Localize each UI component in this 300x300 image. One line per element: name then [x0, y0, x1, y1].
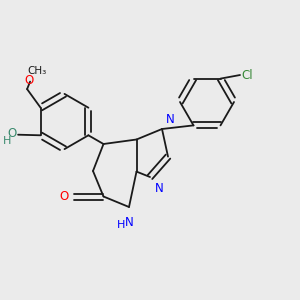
Text: CH₃: CH₃ — [27, 67, 46, 76]
Text: Cl: Cl — [242, 68, 253, 82]
Text: H: H — [3, 136, 11, 146]
Text: O: O — [24, 74, 33, 87]
Text: O: O — [60, 190, 69, 203]
Text: O: O — [8, 127, 17, 140]
Text: N: N — [154, 182, 163, 194]
Text: H: H — [117, 220, 126, 230]
Text: N: N — [166, 113, 174, 126]
Text: N: N — [125, 216, 134, 229]
